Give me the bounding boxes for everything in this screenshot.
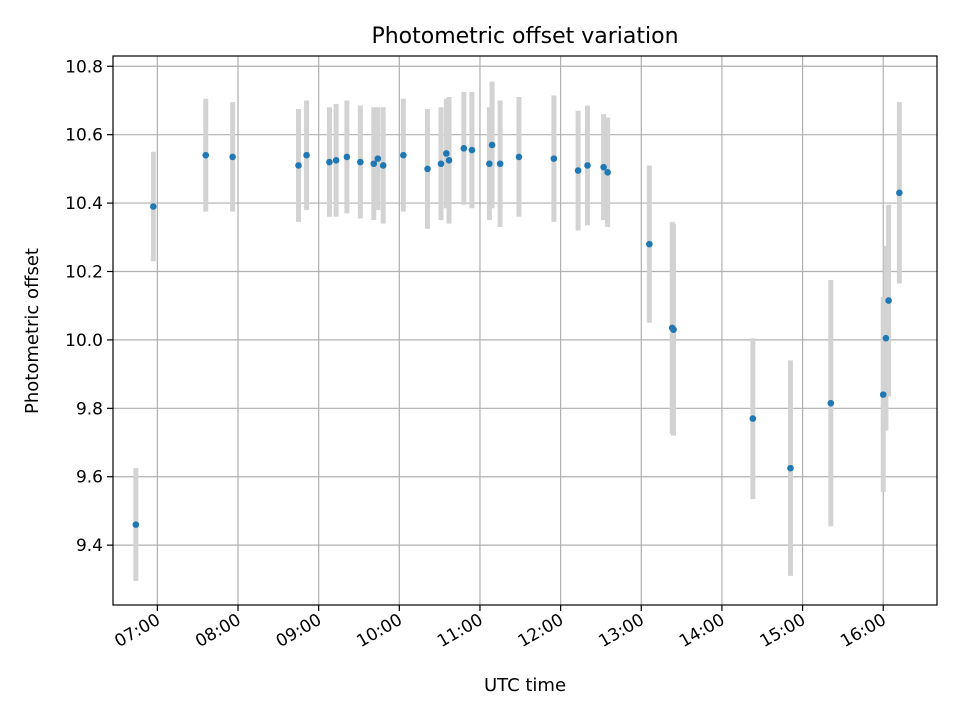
data-point (303, 151, 310, 159)
y-tick-label: 9.4 (76, 536, 103, 556)
data-point (326, 158, 333, 166)
data-point (229, 153, 236, 161)
data-point (332, 157, 340, 164)
data-point (787, 464, 794, 472)
plot-frame (112, 55, 938, 606)
y-tick-label: 10.8 (65, 57, 103, 77)
data-point (496, 160, 504, 168)
data-point (584, 162, 591, 169)
data-point (132, 521, 140, 528)
x-tick-label: 10:00 (353, 610, 405, 652)
tick-layer: 07:00 08:00 09:00 10:00 11:00 12:00 13:00 14:00… (65, 57, 890, 652)
data-point (370, 160, 378, 168)
data-point (437, 160, 445, 168)
data-point (600, 163, 607, 171)
data-point (827, 399, 835, 407)
y-tick-label: 10.0 (65, 331, 103, 351)
data-point (646, 240, 653, 248)
data-point (515, 153, 523, 161)
data-point (400, 151, 407, 159)
x-tick-label: 11:00 (434, 610, 486, 652)
x-tick-label: 15:00 (757, 610, 809, 652)
data-point (486, 160, 493, 168)
data-point (885, 297, 892, 304)
x-tick-label: 12:00 (515, 610, 567, 652)
data-point (488, 141, 496, 149)
data-point (379, 162, 387, 169)
data-point (896, 189, 903, 197)
data-point (343, 153, 351, 161)
data-point (374, 155, 382, 162)
data-point (574, 167, 582, 174)
y-tick-label: 10.4 (65, 194, 103, 214)
data-point (357, 158, 364, 166)
data-point (749, 415, 757, 422)
data-point (882, 334, 890, 342)
x-tick-label: 08:00 (192, 610, 244, 652)
data-point (424, 165, 431, 173)
data-point (443, 150, 450, 157)
data-point (460, 145, 468, 152)
point-layer (132, 141, 903, 528)
data-point (295, 162, 302, 169)
chart-title: Photometric offset variation (371, 24, 678, 49)
x-tick-label: 09:00 (273, 610, 325, 652)
data-point (202, 151, 210, 159)
x-tick-label: 13:00 (595, 610, 647, 652)
grid-layer (113, 56, 937, 605)
y-axis-label: Photometric offset (22, 248, 43, 414)
x-tick-label: 14:00 (676, 610, 728, 652)
x-axis-label: UTC time (484, 675, 566, 696)
data-point (150, 203, 157, 210)
data-point (445, 157, 453, 164)
data-point (879, 391, 887, 398)
y-tick-label: 10.2 (65, 262, 103, 282)
data-point (468, 146, 476, 154)
y-tick-label: 9.8 (76, 399, 103, 419)
data-point (604, 168, 611, 176)
data-point (670, 326, 677, 333)
data-point (550, 155, 558, 162)
y-tick-label: 9.6 (76, 468, 103, 488)
x-tick-label: 16:00 (837, 610, 889, 652)
y-tick-label: 10.6 (65, 126, 103, 146)
x-tick-label: 07:00 (111, 610, 163, 652)
